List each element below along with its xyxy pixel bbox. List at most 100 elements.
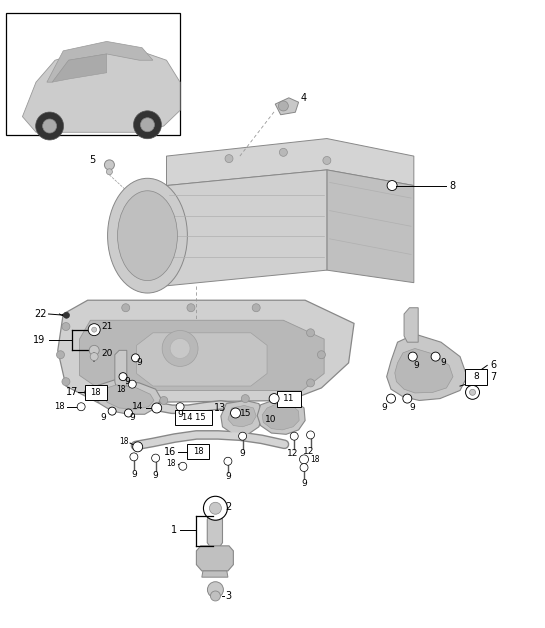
Circle shape — [231, 408, 240, 418]
Circle shape — [131, 354, 140, 362]
Text: 9: 9 — [100, 413, 106, 422]
Text: 9: 9 — [177, 409, 183, 419]
Circle shape — [241, 394, 249, 403]
Text: 15: 15 — [240, 408, 251, 418]
Circle shape — [307, 431, 314, 439]
Text: 9: 9 — [301, 479, 307, 488]
Circle shape — [170, 338, 190, 359]
Text: 9: 9 — [153, 471, 159, 480]
Circle shape — [77, 403, 85, 411]
FancyBboxPatch shape — [277, 391, 301, 406]
Text: 8: 8 — [474, 372, 479, 381]
Ellipse shape — [118, 191, 177, 281]
Circle shape — [108, 407, 116, 415]
Circle shape — [122, 304, 130, 311]
Circle shape — [128, 380, 136, 388]
Polygon shape — [47, 41, 153, 82]
FancyBboxPatch shape — [187, 445, 209, 459]
Polygon shape — [395, 349, 453, 393]
Circle shape — [225, 154, 233, 163]
Circle shape — [92, 327, 96, 332]
Circle shape — [105, 160, 114, 170]
Text: 12: 12 — [303, 447, 314, 457]
Circle shape — [323, 156, 331, 165]
Circle shape — [203, 496, 227, 520]
Circle shape — [152, 403, 162, 413]
Text: 19: 19 — [33, 335, 45, 345]
FancyBboxPatch shape — [85, 385, 107, 400]
Circle shape — [307, 379, 314, 387]
Circle shape — [465, 386, 480, 399]
Text: 18: 18 — [119, 437, 129, 447]
Text: 17: 17 — [66, 387, 78, 398]
Polygon shape — [58, 300, 354, 403]
Polygon shape — [404, 308, 418, 342]
Circle shape — [210, 591, 220, 601]
Polygon shape — [131, 185, 166, 286]
Circle shape — [106, 169, 112, 175]
Polygon shape — [166, 139, 414, 185]
Circle shape — [300, 463, 308, 472]
Circle shape — [280, 148, 287, 156]
Circle shape — [119, 372, 127, 381]
Polygon shape — [166, 170, 327, 286]
Text: 18: 18 — [193, 447, 203, 457]
Circle shape — [134, 111, 161, 139]
Circle shape — [307, 329, 314, 337]
Circle shape — [132, 442, 143, 452]
Circle shape — [176, 403, 184, 411]
Circle shape — [317, 351, 325, 359]
Circle shape — [88, 323, 100, 335]
Text: 1: 1 — [171, 525, 177, 535]
Ellipse shape — [107, 178, 187, 293]
Polygon shape — [202, 571, 228, 577]
Text: 4: 4 — [301, 93, 307, 103]
Text: 7: 7 — [490, 372, 496, 382]
Circle shape — [239, 432, 246, 440]
Text: 18: 18 — [90, 388, 101, 397]
Polygon shape — [228, 406, 256, 427]
Text: 5: 5 — [89, 156, 96, 166]
Text: 9: 9 — [409, 404, 415, 413]
Circle shape — [94, 392, 102, 401]
Polygon shape — [196, 546, 233, 571]
Polygon shape — [80, 320, 324, 391]
FancyBboxPatch shape — [175, 410, 212, 425]
Circle shape — [179, 462, 187, 470]
Circle shape — [152, 454, 160, 462]
Polygon shape — [94, 380, 161, 414]
Polygon shape — [262, 403, 299, 430]
Text: 8: 8 — [449, 180, 455, 190]
Circle shape — [62, 377, 70, 386]
Polygon shape — [103, 385, 154, 409]
Circle shape — [89, 345, 99, 355]
Circle shape — [187, 304, 195, 311]
Circle shape — [278, 101, 288, 111]
Polygon shape — [22, 48, 180, 133]
Circle shape — [63, 312, 69, 318]
Circle shape — [90, 352, 98, 360]
Text: 20: 20 — [101, 349, 113, 358]
Circle shape — [290, 432, 298, 440]
Text: 2: 2 — [226, 502, 232, 512]
Circle shape — [431, 352, 440, 361]
Text: 18: 18 — [166, 458, 175, 468]
Text: 9: 9 — [137, 358, 142, 367]
Polygon shape — [327, 170, 414, 283]
Text: 11: 11 — [283, 394, 294, 403]
Polygon shape — [52, 54, 107, 82]
Text: 9: 9 — [124, 377, 130, 386]
Text: 9: 9 — [131, 470, 137, 479]
Text: 18: 18 — [311, 455, 320, 464]
Polygon shape — [275, 98, 299, 115]
Polygon shape — [115, 350, 127, 386]
Circle shape — [124, 409, 132, 417]
Circle shape — [62, 323, 70, 330]
Circle shape — [130, 453, 138, 461]
Text: 16: 16 — [164, 447, 175, 457]
Circle shape — [403, 394, 412, 403]
Circle shape — [43, 119, 57, 133]
Circle shape — [269, 394, 279, 404]
Circle shape — [35, 112, 64, 140]
Circle shape — [85, 388, 94, 397]
